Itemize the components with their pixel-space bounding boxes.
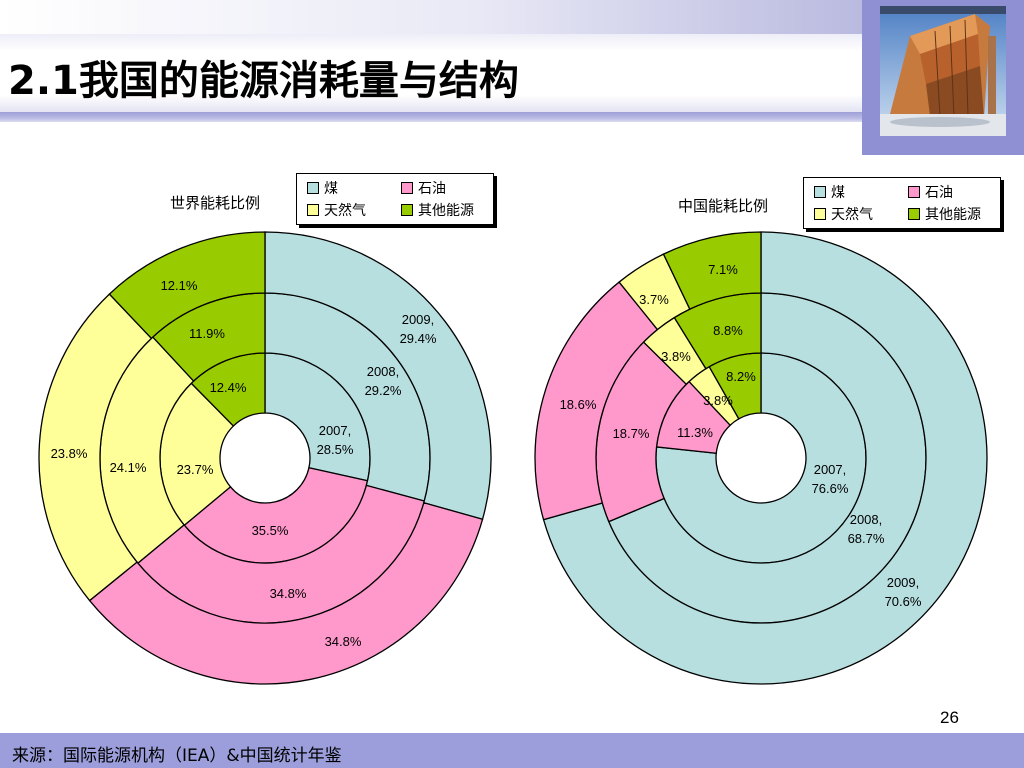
ring-2007-label-other: 12.4% bbox=[210, 380, 247, 395]
world-chart-title: 世界能耗比例 bbox=[170, 194, 261, 212]
ring-2009-slice-other bbox=[108, 231, 266, 340]
world-legend: 煤 石油天然气 其他能源 bbox=[296, 173, 494, 225]
legend-item-coal: 煤 bbox=[814, 182, 845, 202]
ring-2007-label-gas: 3.8% bbox=[703, 393, 733, 408]
ring-2009-label-other: 12.1% bbox=[161, 278, 198, 293]
building-photo bbox=[880, 6, 1006, 136]
footer-bar bbox=[0, 733, 1024, 768]
legend-swatch bbox=[814, 186, 826, 198]
ring-2008-label-other: 8.8% bbox=[713, 323, 743, 338]
ring-2009-slice-coal bbox=[542, 231, 988, 685]
legend-label: 煤 bbox=[324, 181, 338, 197]
page-number: 26 bbox=[940, 708, 959, 727]
ring-2007-label-other: 8.2% bbox=[726, 369, 756, 384]
title-underline bbox=[0, 112, 862, 122]
ring-2009-label-oil: 18.6% bbox=[560, 397, 597, 412]
china-legend: 煤 石油天然气 其他能源 bbox=[803, 177, 1001, 229]
legend-item-oil: 石油 bbox=[908, 182, 953, 202]
legend-label: 其他能源 bbox=[925, 207, 981, 223]
ring-2008-label-oil: 34.8% bbox=[270, 586, 307, 601]
ring-2009-label-oil: 34.8% bbox=[325, 634, 362, 649]
ring-2007-label-oil: 35.5% bbox=[252, 523, 289, 538]
ring-2009-slice-other bbox=[662, 231, 762, 311]
header-gradient bbox=[0, 0, 862, 34]
legend-label: 石油 bbox=[418, 181, 446, 197]
legend-label: 天然气 bbox=[831, 207, 873, 223]
legend-item-gas: 天然气 bbox=[814, 204, 873, 224]
ring-2008-label-oil: 18.7% bbox=[613, 426, 650, 441]
ring-2007-label-coal: 2007, 28.5% bbox=[317, 423, 354, 457]
page-title: 2.1我国的能源消耗量与结构 bbox=[8, 58, 519, 104]
legend-swatch bbox=[908, 208, 920, 220]
legend-swatch bbox=[401, 182, 413, 194]
china-donut-chart: 2007, 76.6% 11.3% 3.8% 8.2% 2008, 68.7% 18.7% 3.… bbox=[534, 231, 988, 685]
title-bar bbox=[0, 34, 862, 112]
legend-swatch bbox=[401, 204, 413, 216]
ring-2007-label-oil: 11.3% bbox=[677, 425, 713, 440]
legend-item-coal: 煤 bbox=[307, 178, 338, 198]
ring-2008-label-other: 11.9% bbox=[189, 326, 225, 341]
legend-label: 石油 bbox=[925, 185, 953, 201]
legend-label: 天然气 bbox=[324, 203, 366, 219]
ring-2009-slice-coal bbox=[264, 231, 492, 521]
ring-2007-label-coal: 2007, 76.6% bbox=[812, 462, 849, 496]
ring-2008-label-gas: 24.1% bbox=[110, 460, 147, 475]
ring-2009-slice-oil bbox=[88, 501, 484, 685]
legend-label: 其他能源 bbox=[418, 203, 474, 219]
ring-2009-label-coal: 2009, 70.6% bbox=[885, 575, 922, 609]
ring-2008-label-coal: 2008, 29.2% bbox=[365, 364, 402, 398]
china-chart-title: 中国能耗比例 bbox=[678, 197, 769, 215]
footer-source: 来源：国际能源机构（IEA）&中国统计年鉴 bbox=[12, 746, 342, 766]
ring-2008-label-gas: 3.8% bbox=[661, 349, 691, 364]
legend-swatch bbox=[908, 186, 920, 198]
ring-2007-label-gas: 23.7% bbox=[177, 462, 214, 477]
legend-item-other: 其他能源 bbox=[908, 204, 981, 224]
legend-swatch bbox=[307, 204, 319, 216]
legend-item-gas: 天然气 bbox=[307, 200, 366, 220]
legend-swatch bbox=[814, 208, 826, 220]
ring-2009-label-gas: 23.8% bbox=[51, 446, 88, 461]
ring-2009-label-other: 7.1% bbox=[708, 262, 738, 277]
legend-swatch bbox=[307, 182, 319, 194]
ring-2009-label-gas: 3.7% bbox=[639, 292, 669, 307]
legend-label: 煤 bbox=[831, 185, 845, 201]
ring-2008-label-coal: 2008, 68.7% bbox=[848, 512, 885, 546]
legend-item-other: 其他能源 bbox=[401, 200, 474, 220]
legend-item-oil: 石油 bbox=[401, 178, 446, 198]
ring-2009-label-coal: 2009, 29.4% bbox=[400, 312, 437, 346]
world-donut-chart: 2007, 28.5% 35.5% 23.7% 12.4% 2008, 29.2% 34.8%… bbox=[38, 231, 492, 685]
